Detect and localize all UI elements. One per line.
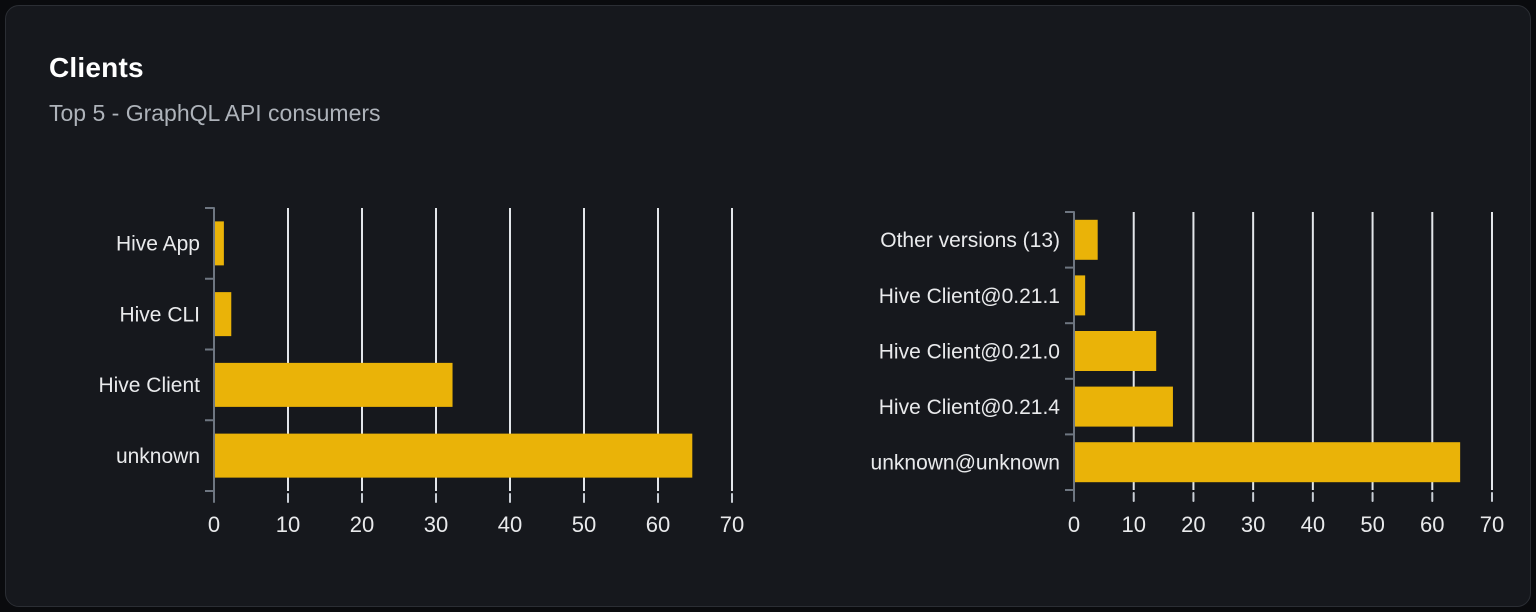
x-tick-label: 40 <box>1301 512 1325 537</box>
x-tick-label: 10 <box>1121 512 1145 537</box>
x-tick-label: 20 <box>1181 512 1205 537</box>
x-tick-label: 10 <box>276 512 300 537</box>
x-tick-label: 20 <box>350 512 374 537</box>
x-tick-label: 60 <box>646 512 670 537</box>
clients-card: Clients Top 5 - GraphQL API consumers 0 1… <box>5 5 1531 607</box>
bar-hive-client-0-21-1 <box>1075 275 1086 316</box>
category-label: Other versions (13) <box>880 229 1060 252</box>
category-label: unknown <box>116 445 200 468</box>
bar-chart-svg: 0 10 20 30 40 50 60 70 Hive App Hive CLI Hive Clie… <box>98 207 744 537</box>
x-tick-label: 50 <box>1360 512 1384 537</box>
card-header: Clients Top 5 - GraphQL API consumers <box>49 52 381 126</box>
category-label: Hive Client@0.21.1 <box>879 285 1060 308</box>
x-tick-label: 0 <box>1068 512 1080 537</box>
x-tick-label: 70 <box>1480 512 1504 537</box>
x-tick-label: 50 <box>572 512 596 537</box>
card-title: Clients <box>49 52 144 83</box>
category-label: Hive Client@0.21.0 <box>879 340 1060 363</box>
bar-hive-cli <box>215 292 232 337</box>
x-tick-label: 0 <box>208 512 220 537</box>
category-label: Hive Client <box>98 374 200 397</box>
bar-other-versions-13- <box>1075 219 1098 260</box>
x-tick-label: 60 <box>1420 512 1444 537</box>
x-tick-label: 40 <box>498 512 522 537</box>
category-label: Hive App <box>116 233 200 256</box>
bar-chart-svg: 0 10 20 30 40 50 60 70 Other versions (13) Hive C… <box>871 211 1504 537</box>
card-subtitle: Top 5 - GraphQL API consumers <box>49 100 381 126</box>
x-tick-label: 30 <box>1241 512 1265 537</box>
bar-hive-client <box>215 362 453 407</box>
x-tick-label: 70 <box>720 512 744 537</box>
bar-unknown-unknown <box>1075 442 1461 483</box>
bar-unknown <box>215 433 693 478</box>
bar-hive-app <box>215 221 224 266</box>
clients-by-name-chart: 0 10 20 30 40 50 60 70 Hive App Hive CLI Hive Clie… <box>80 201 760 554</box>
x-tick-label: 30 <box>424 512 448 537</box>
clients-by-version-chart: 0 10 20 30 40 50 60 70 Other versions (13) Hive C… <box>842 201 1532 554</box>
bar-hive-client-0-21-0 <box>1075 331 1157 371</box>
category-label: Hive CLI <box>119 303 200 326</box>
category-label: unknown@unknown <box>871 452 1060 475</box>
bar-hive-client-0-21-4 <box>1075 386 1173 427</box>
category-label: Hive Client@0.21.4 <box>879 396 1061 419</box>
